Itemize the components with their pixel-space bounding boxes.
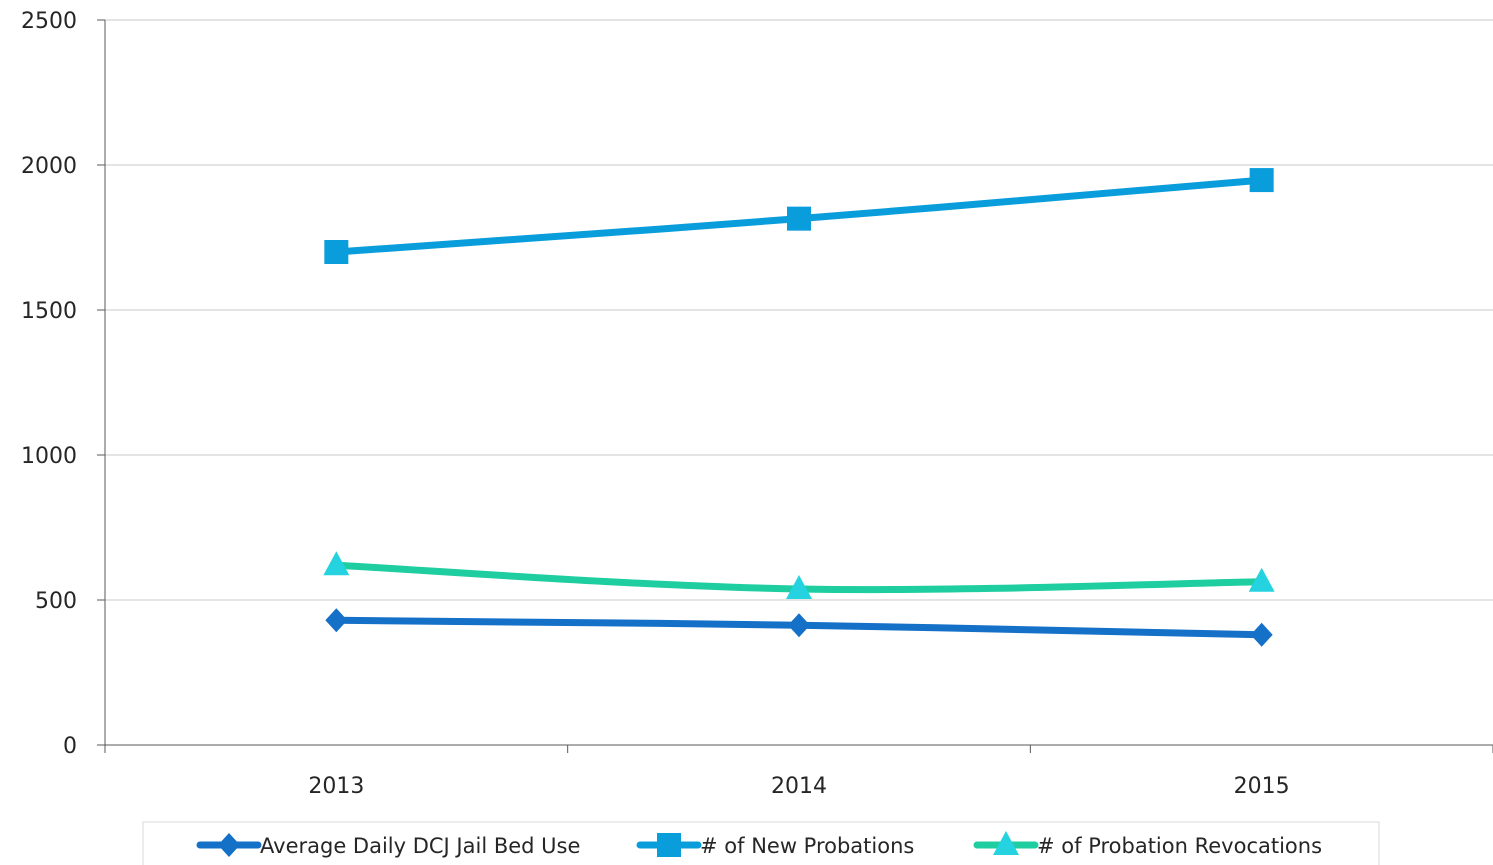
- data-point-triangle: [323, 551, 350, 576]
- legend-label: # of New Probations: [700, 834, 914, 858]
- legend-box: [142, 821, 1380, 865]
- y-axis-tick-labels: 0 500 1000 1500 2000 2500: [21, 9, 77, 759]
- x-axis-tick-labels: 2013 2014 2015: [308, 774, 1289, 799]
- legend-marker-square: [657, 833, 681, 857]
- series-group: [323, 168, 1275, 647]
- data-point-square: [1249, 168, 1274, 193]
- y-tick-label: 0: [63, 734, 77, 759]
- x-tick-label: 2015: [1234, 774, 1290, 799]
- legend: Average Daily DCJ Jail Bed Use # of New P…: [142, 821, 1380, 865]
- axes: [97, 19, 1493, 753]
- x-tick-label: 2013: [308, 774, 364, 799]
- data-point-triangle: [1248, 567, 1275, 592]
- y-tick-label: 1500: [21, 299, 77, 324]
- data-point-diamond: [788, 613, 810, 638]
- data-point-diamond: [325, 608, 348, 633]
- legend-label: # of Probation Revocations: [1037, 834, 1322, 858]
- x-tick-label: 2014: [771, 774, 827, 799]
- legend-label: Average Daily DCJ Jail Bed Use: [260, 834, 580, 858]
- data-point-square: [787, 206, 811, 231]
- y-tick-label: 1000: [21, 444, 77, 469]
- data-point-triangle: [786, 574, 812, 599]
- gridlines: [105, 19, 1493, 601]
- y-tick-label: 2500: [21, 9, 77, 34]
- y-tick-label: 500: [35, 589, 77, 614]
- legend-marker-triangle: [993, 831, 1019, 855]
- legend-marker-diamond: [218, 833, 240, 857]
- y-tick-label: 2000: [21, 154, 77, 179]
- data-point-diamond: [1250, 622, 1273, 647]
- data-point-square: [324, 240, 349, 264]
